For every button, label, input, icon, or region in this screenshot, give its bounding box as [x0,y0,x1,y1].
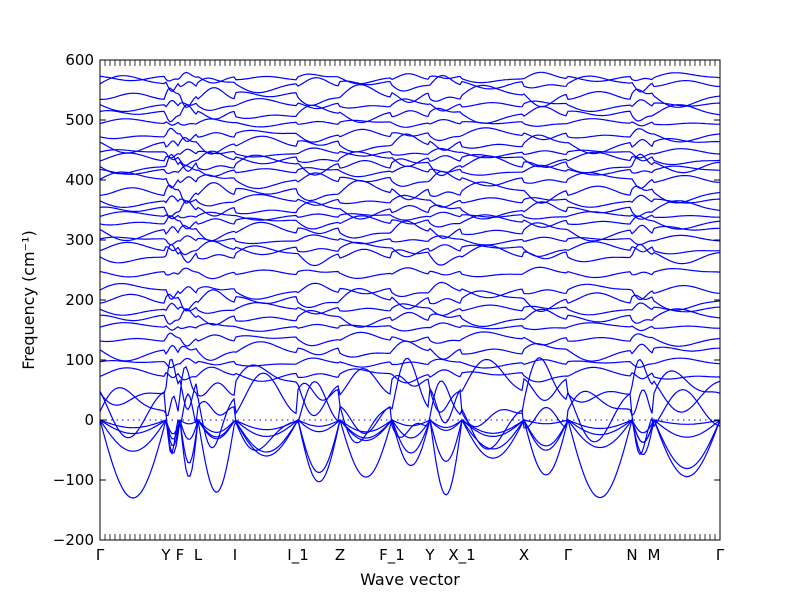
band-line [99,234,721,246]
band-line [100,308,721,328]
x-tick-label: I_1 [287,546,308,565]
band-line [99,357,721,449]
band-line [99,220,720,242]
band-lines [99,71,721,499]
band-line [99,214,721,230]
x-tick-label: L [194,546,203,564]
plot-frame [99,59,721,541]
x-tick-label: N [626,546,637,564]
band-line [99,153,721,177]
y-tick-label: 100 [65,351,94,369]
band-line [99,127,721,143]
x-tick-label: Γ [96,546,105,564]
y-tick-label: 300 [65,231,94,249]
x-tick-label: X_1 [448,546,475,565]
y-tick-label: −200 [53,531,94,549]
x-ticks: Γ Y F L I I_1 Z F_1 Y X_1 X Γ N M Γ [96,60,725,565]
band-line [99,281,721,301]
band-line [99,240,721,258]
band-line [99,357,721,369]
x-tick-label: I [233,546,237,564]
x-tick-label: Y [424,546,435,564]
y-tick-label: 500 [65,111,94,129]
band-line [99,288,721,312]
x-tick-label: Γ [564,546,573,564]
band-line [99,340,720,362]
band-line [99,358,721,417]
band-line [99,366,721,384]
band-line [99,331,721,347]
band-line [99,147,721,159]
band-line [99,322,721,332]
band-line [99,150,721,168]
band-line [99,211,720,221]
y-ticks: −200 −100 0 100 200 300 400 500 600 [53,51,720,549]
y-tick-label: 0 [84,411,94,429]
y-axis-label: Frequency (cm⁻¹) [19,230,38,369]
band-line [99,243,721,267]
band-line [99,194,720,209]
band-line [99,417,721,499]
x-axis-label: Wave vector [360,570,460,589]
x-tick-label: Y [160,546,171,564]
x-tick-label: F_1 [379,546,405,565]
band-line [99,170,721,190]
x-tick-label: X [519,546,529,564]
band-line [100,84,721,108]
band-line [99,179,721,204]
band-line [99,104,721,124]
band-line [99,71,721,85]
y-tick-label: 200 [65,291,94,309]
band-line [99,200,721,220]
y-tick-label: 400 [65,171,94,189]
x-tick-label: Z [335,546,345,564]
band-line [99,74,721,94]
band-line [99,266,721,280]
y-tick-label: −100 [53,471,94,489]
band-line [99,380,721,456]
band-line [99,133,721,155]
y-tick-label: 600 [65,51,94,69]
x-tick-label: F [176,546,185,564]
band-line [99,118,720,128]
x-tick-label: Γ [716,546,725,564]
band-line [99,302,721,317]
band-line [99,98,720,113]
x-tick-label: M [648,546,661,564]
